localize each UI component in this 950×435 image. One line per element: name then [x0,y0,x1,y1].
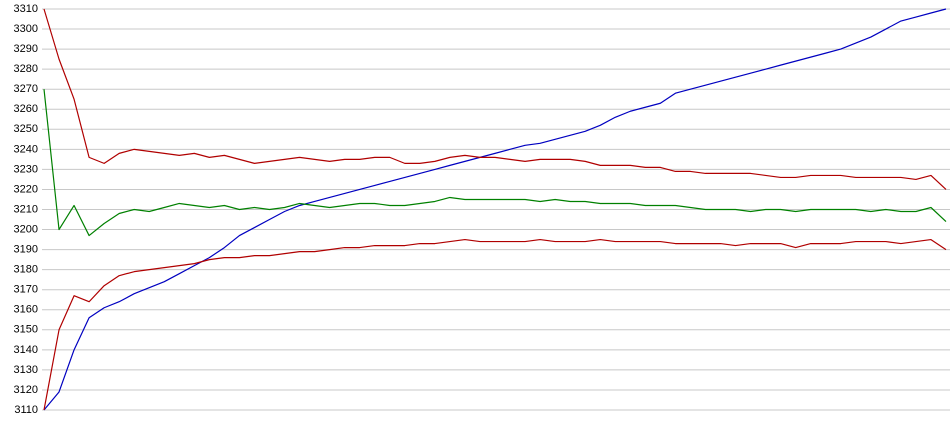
y-tick-label: 3160 [14,304,38,316]
y-tick-label: 3200 [14,223,38,235]
y-tick-label: 3180 [14,264,38,276]
y-tick-label: 3110 [14,404,38,416]
series-line [43,89,947,237]
y-tick-label: 3310 [14,3,38,15]
y-tick-label: 3190 [14,244,38,256]
y-tick-label: 3270 [14,83,38,95]
y-tick-label: 3250 [14,123,38,135]
y-tick-label: 3130 [14,364,38,376]
y-tick-label: 3230 [14,163,38,175]
y-tick-label: 3170 [14,284,38,296]
y-tick-label: 3260 [14,103,38,115]
plot-background [42,0,950,435]
y-tick-label: 3240 [14,143,38,155]
series-line [43,238,947,411]
y-tick-label: 3280 [14,63,38,75]
y-tick-label: 3150 [14,324,38,336]
series-line [43,8,947,411]
y-tick-label: 3210 [14,203,38,215]
series-line [43,8,947,190]
y-tick-label: 3140 [14,344,38,356]
y-tick-label: 3220 [14,183,38,195]
y-tick-label: 3300 [14,23,38,35]
y-tick-label: 3290 [14,43,38,55]
y-tick-label: 3120 [14,384,38,396]
